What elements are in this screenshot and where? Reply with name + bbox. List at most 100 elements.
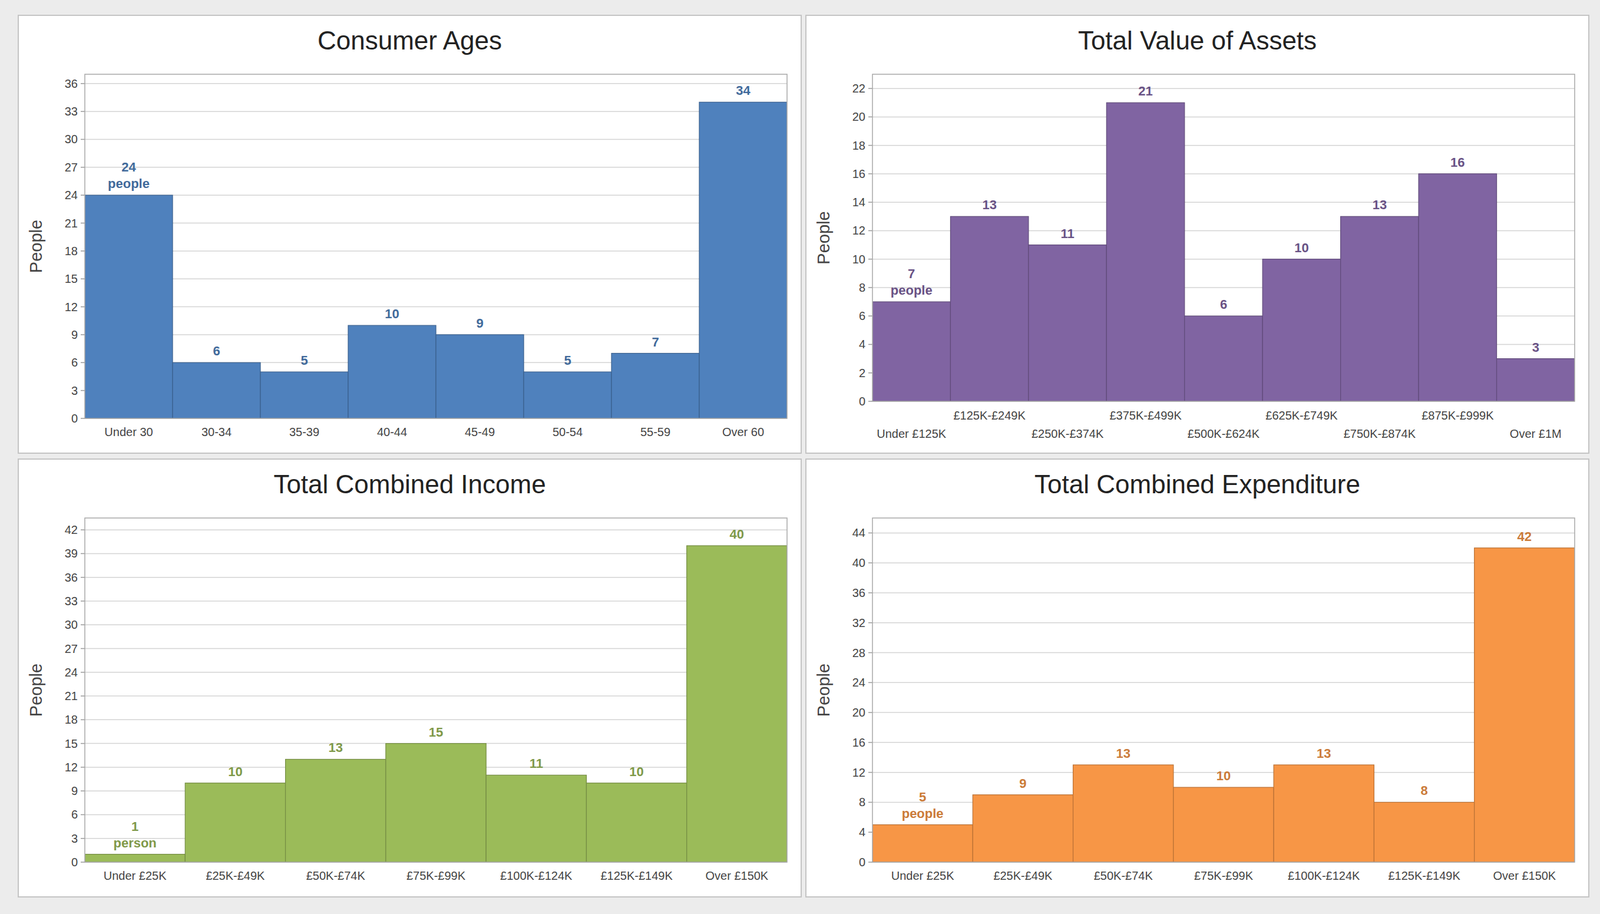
tick-mark — [80, 278, 85, 280]
category-label: £125K-£149K — [600, 868, 673, 882]
bar — [1496, 358, 1575, 402]
category-label: 50-54 — [552, 425, 583, 439]
bar — [872, 301, 951, 402]
tick-label: 3 — [71, 831, 78, 845]
data-label: 8 — [1420, 782, 1428, 798]
panel-background — [805, 15, 1589, 454]
tick-label: 27 — [64, 160, 78, 174]
bar — [184, 782, 286, 862]
tick-label: 21 — [64, 216, 78, 230]
data-label-line: 16 — [1450, 154, 1465, 170]
data-label-line: people — [107, 176, 150, 191]
bar — [1273, 764, 1374, 862]
tick-mark — [80, 623, 85, 626]
data-label-line: 13 — [982, 197, 997, 213]
tick-mark — [80, 110, 85, 112]
tick-label: 8 — [858, 795, 866, 809]
bar — [1173, 787, 1274, 862]
category-label: Over £150K — [1492, 868, 1556, 882]
plot-area — [872, 517, 1575, 862]
tick-mark — [80, 417, 85, 419]
axis-label: People — [26, 663, 46, 717]
tick-mark — [80, 334, 85, 336]
data-label-line: 9 — [475, 315, 484, 331]
data-label-line: people — [901, 805, 944, 821]
plot-frame — [872, 74, 1575, 402]
data-label: 7 — [651, 334, 659, 350]
axis-label: People — [26, 219, 46, 273]
bars — [84, 545, 788, 862]
category-label: £750K-£874K — [1343, 427, 1417, 441]
grid-line — [872, 711, 1575, 713]
tick-label: 2 — [858, 366, 866, 380]
tick-label: 24 — [64, 188, 78, 202]
bar — [84, 194, 173, 419]
data-label: 5 — [300, 352, 308, 368]
tick-label: 12 — [852, 765, 866, 779]
tick-mark — [80, 719, 85, 721]
category-label: 45-49 — [464, 425, 495, 439]
tick-label: 22 — [852, 81, 866, 95]
category-label: £125K-£149K — [1387, 868, 1461, 882]
category-label: 55-59 — [640, 425, 671, 439]
tick-label: 12 — [64, 300, 78, 314]
bar — [1340, 216, 1419, 402]
tick-label: 36 — [852, 586, 866, 600]
tick-mark — [868, 741, 873, 743]
data-label: 10 — [629, 764, 644, 779]
tick-label: 16 — [852, 735, 866, 749]
tick-label: 16 — [852, 167, 866, 181]
chart-title: Consumer Ages — [317, 25, 502, 55]
category-label: £100K-£124K — [500, 868, 573, 882]
tick-mark — [868, 144, 873, 147]
bar — [950, 216, 1028, 402]
data-label: 42 — [1517, 529, 1532, 544]
bar — [348, 325, 436, 419]
plot-area — [84, 517, 788, 862]
bar — [586, 782, 687, 862]
data-label-line: 10 — [629, 764, 644, 779]
data-label: 11 — [529, 755, 544, 771]
data-label: 15 — [428, 724, 444, 740]
data-label-line: 10 — [384, 306, 399, 322]
chart-title: Total Combined Expenditure — [1034, 469, 1361, 499]
tick-mark — [868, 771, 873, 773]
tick-mark — [868, 592, 873, 594]
tick-mark — [80, 789, 85, 792]
category-label: Under £25K — [891, 868, 955, 882]
grid-line — [84, 623, 788, 626]
tick-label: 0 — [858, 855, 866, 869]
tick-mark — [868, 315, 873, 317]
bar — [84, 854, 185, 862]
tick-mark — [868, 230, 873, 232]
data-label-line: 42 — [1517, 529, 1532, 544]
data-label-line: 10 — [1294, 240, 1309, 256]
bars — [872, 547, 1575, 862]
data-label: 6 — [1220, 296, 1228, 312]
category-label: 30-34 — [201, 425, 232, 439]
data-label: 6 — [212, 343, 220, 359]
data-label: 10 — [227, 764, 243, 779]
tick-mark — [80, 671, 85, 673]
grid-line — [84, 222, 788, 224]
bar — [172, 362, 261, 419]
data-label-line: people — [890, 282, 933, 298]
grid-line — [84, 110, 788, 112]
tick-label: 20 — [852, 110, 866, 124]
data-label-line: 10 — [227, 764, 243, 779]
bars — [84, 101, 788, 419]
category-label: Over £1M — [1509, 427, 1562, 441]
bar — [1184, 315, 1263, 402]
data-label-line: 1 — [131, 818, 139, 834]
grid-line — [84, 671, 788, 673]
tick-label: 32 — [852, 616, 866, 630]
axis-label: People — [814, 663, 833, 717]
tick-mark — [868, 861, 873, 863]
tick-mark — [868, 286, 873, 289]
plot-frame — [84, 517, 788, 862]
category-label: £25K-£49K — [993, 868, 1053, 882]
data-label-line: 6 — [1220, 296, 1228, 312]
tick-mark — [80, 814, 85, 816]
grid-line — [84, 278, 788, 280]
tick-label: 4 — [858, 337, 866, 351]
